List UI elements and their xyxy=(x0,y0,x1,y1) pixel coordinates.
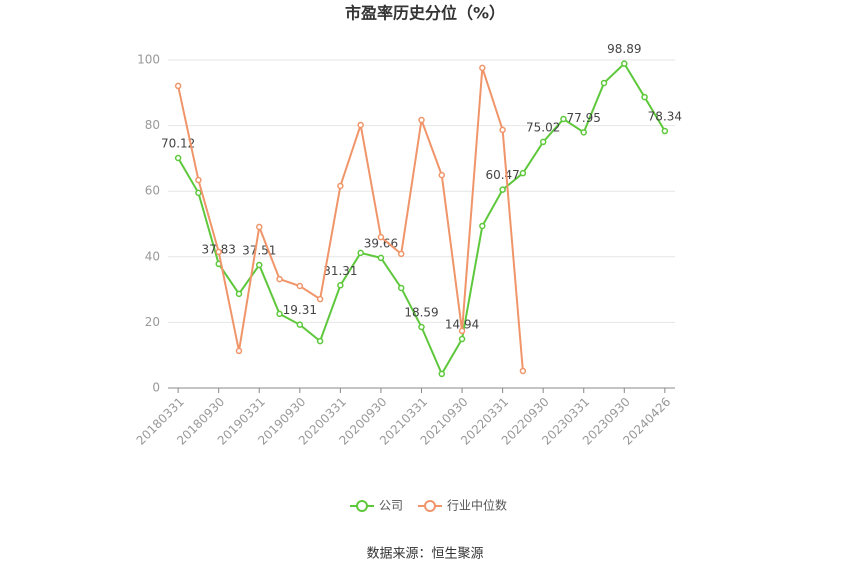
point xyxy=(276,310,283,318)
point xyxy=(438,171,446,179)
point xyxy=(215,248,222,256)
data-label: 75.02 xyxy=(526,120,560,134)
point xyxy=(377,233,385,241)
point xyxy=(479,64,486,72)
point xyxy=(519,169,527,177)
point xyxy=(580,129,587,136)
point xyxy=(195,176,202,184)
point xyxy=(519,367,527,375)
point xyxy=(458,335,466,343)
point xyxy=(641,93,648,101)
y-tick-label: 40 xyxy=(145,249,160,263)
point xyxy=(458,327,466,335)
point xyxy=(235,347,243,355)
point xyxy=(397,250,405,258)
point xyxy=(438,370,446,378)
data-label: 78.34 xyxy=(648,110,682,124)
data-label: 77.95 xyxy=(567,111,601,125)
point xyxy=(397,284,405,292)
y-tick-label: 80 xyxy=(145,118,160,132)
point xyxy=(539,138,547,146)
data-label: 18.59 xyxy=(404,306,438,320)
y-tick-label: 20 xyxy=(145,315,160,329)
point xyxy=(337,182,344,190)
y-tick-label: 0 xyxy=(152,381,160,395)
point xyxy=(296,282,304,290)
point xyxy=(661,127,669,135)
point xyxy=(296,321,304,328)
point xyxy=(256,223,263,231)
data-label: 31.31 xyxy=(323,264,357,278)
point xyxy=(418,323,425,331)
point xyxy=(377,254,385,262)
legend-label: 公司 xyxy=(379,499,403,513)
chart-title: 市盈率历史分位（%） xyxy=(345,4,505,23)
point xyxy=(195,189,202,197)
point xyxy=(621,60,628,67)
point xyxy=(600,79,608,87)
point xyxy=(499,186,506,193)
point xyxy=(418,116,425,124)
legend-label: 行业中位数 xyxy=(447,498,507,513)
y-tick-label: 100 xyxy=(137,53,160,67)
point xyxy=(174,82,182,90)
data-label: 70.12 xyxy=(161,137,195,151)
data-label: 39.66 xyxy=(364,236,398,250)
point xyxy=(479,222,486,230)
y-tick-label: 60 xyxy=(145,184,160,198)
point xyxy=(256,261,263,269)
point xyxy=(174,154,182,162)
point xyxy=(560,115,567,123)
point xyxy=(499,126,506,134)
point xyxy=(316,337,324,345)
series-line xyxy=(177,67,524,372)
point xyxy=(276,275,283,283)
data-label: 98.89 xyxy=(607,42,641,56)
legend-marker xyxy=(424,500,436,512)
source: 数据来源：恒生聚源 xyxy=(366,547,483,562)
point xyxy=(357,121,364,129)
data-label: 19.31 xyxy=(283,303,317,317)
point xyxy=(235,290,243,298)
data-label: 60.47 xyxy=(485,168,519,182)
point xyxy=(337,282,344,289)
point xyxy=(357,249,364,257)
legend-marker xyxy=(356,500,368,512)
point xyxy=(316,295,324,303)
